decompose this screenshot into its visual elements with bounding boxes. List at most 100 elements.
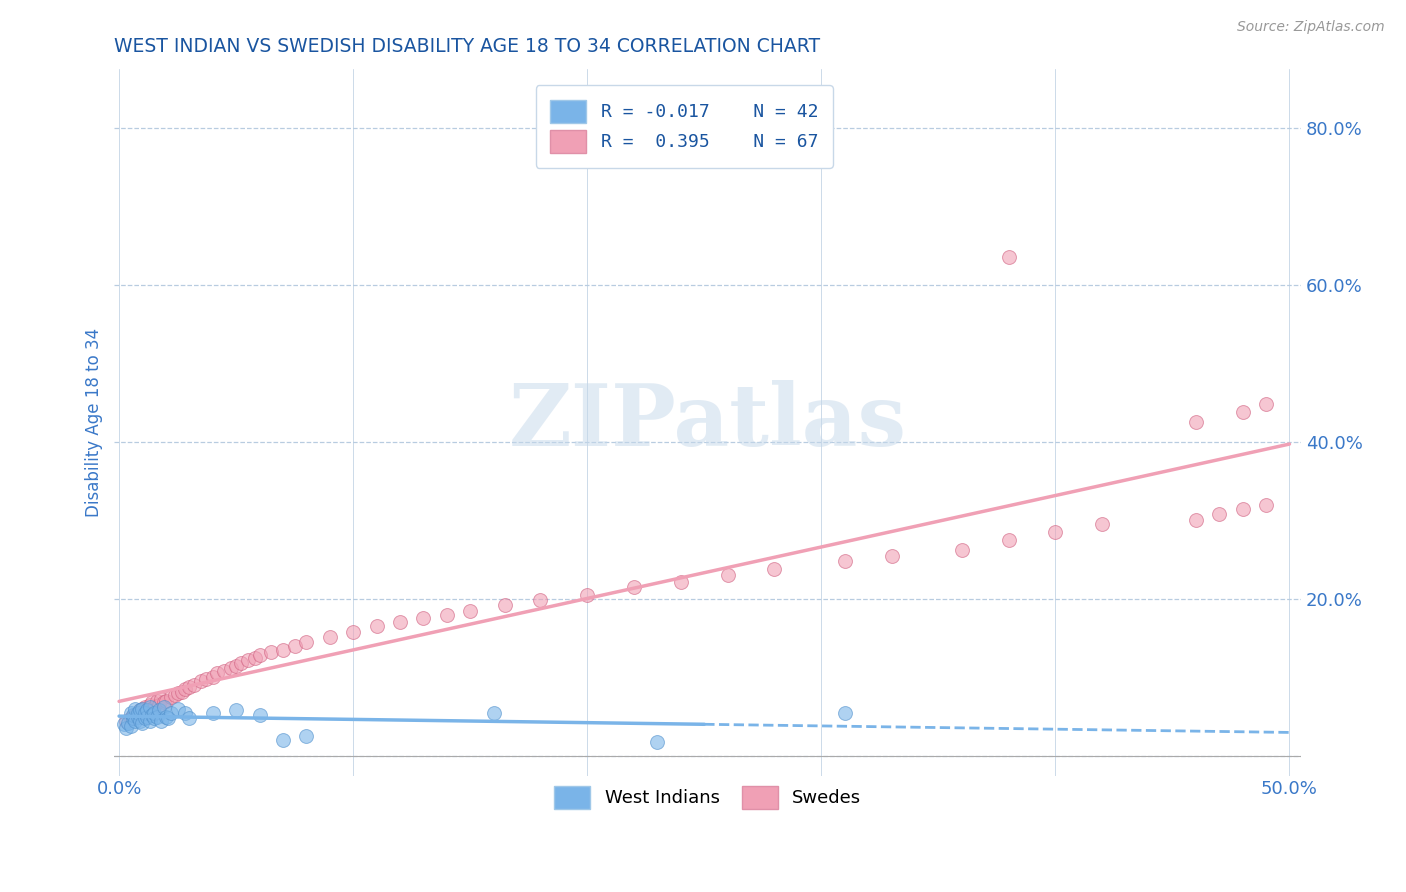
Point <box>138 700 160 714</box>
Point <box>172 684 194 698</box>
Point <box>141 696 163 710</box>
Point <box>122 711 145 725</box>
Point <box>236 653 259 667</box>
Point <box>388 615 411 630</box>
Point <box>1232 405 1254 419</box>
Point <box>229 657 252 671</box>
Y-axis label: Disability Age 18 to 34: Disability Age 18 to 34 <box>86 327 103 516</box>
Point <box>124 702 146 716</box>
Point <box>127 706 149 720</box>
Point <box>494 598 516 612</box>
Point <box>1045 525 1067 540</box>
Point <box>179 711 201 725</box>
Point <box>145 694 167 708</box>
Point <box>271 643 294 657</box>
Point <box>129 703 152 717</box>
Point <box>127 709 149 723</box>
Point <box>122 709 145 723</box>
Point <box>165 688 187 702</box>
Text: ZIPatlas: ZIPatlas <box>509 380 907 464</box>
Point <box>152 700 174 714</box>
Point <box>1254 498 1277 512</box>
Point <box>190 674 212 689</box>
Point <box>134 700 156 714</box>
Point <box>1208 507 1230 521</box>
Point <box>131 715 153 730</box>
Point <box>166 686 188 700</box>
Point <box>143 706 166 720</box>
Point <box>120 719 142 733</box>
Point <box>115 722 138 736</box>
Point <box>880 549 903 563</box>
Point <box>647 735 669 749</box>
Point <box>249 708 271 723</box>
Point <box>129 714 152 728</box>
Point <box>319 630 342 644</box>
Point <box>145 709 167 723</box>
Point <box>997 533 1019 547</box>
Point <box>136 703 159 717</box>
Point <box>148 703 170 717</box>
Point <box>131 702 153 716</box>
Point <box>159 690 181 704</box>
Point <box>131 702 153 716</box>
Point <box>834 706 856 720</box>
Point <box>763 562 786 576</box>
Point <box>458 604 481 618</box>
Point <box>134 706 156 720</box>
Point <box>717 568 740 582</box>
Point <box>127 706 149 720</box>
Point <box>150 692 173 706</box>
Point <box>120 706 142 720</box>
Point <box>136 703 159 717</box>
Point <box>482 706 505 720</box>
Point <box>950 543 973 558</box>
Point <box>120 711 142 725</box>
Point <box>155 694 177 708</box>
Point <box>138 698 160 712</box>
Point <box>295 635 318 649</box>
Point <box>207 666 229 681</box>
Point <box>159 706 181 720</box>
Point <box>669 574 692 589</box>
Point <box>366 619 388 633</box>
Point <box>150 714 173 728</box>
Point <box>1254 397 1277 411</box>
Point <box>243 650 266 665</box>
Point <box>576 588 599 602</box>
Point <box>1232 501 1254 516</box>
Point <box>115 714 138 728</box>
Point <box>342 624 364 639</box>
Point <box>179 680 201 694</box>
Point <box>1185 513 1208 527</box>
Point <box>529 593 551 607</box>
Point <box>143 700 166 714</box>
Point <box>129 703 152 717</box>
Point <box>141 708 163 723</box>
Point <box>271 733 294 747</box>
Point <box>834 554 856 568</box>
Point <box>1091 517 1114 532</box>
Point <box>166 702 188 716</box>
Point <box>183 678 205 692</box>
Point <box>1185 415 1208 429</box>
Point <box>138 714 160 728</box>
Point <box>124 708 146 723</box>
Point <box>157 711 180 725</box>
Point <box>112 717 135 731</box>
Point <box>152 696 174 710</box>
Point <box>134 711 156 725</box>
Point <box>225 703 247 717</box>
Point <box>249 648 271 663</box>
Point <box>623 580 645 594</box>
Point <box>173 682 195 697</box>
Point <box>260 645 283 659</box>
Point <box>194 672 217 686</box>
Point <box>122 708 145 723</box>
Point <box>155 709 177 723</box>
Text: WEST INDIAN VS SWEDISH DISABILITY AGE 18 TO 34 CORRELATION CHART: WEST INDIAN VS SWEDISH DISABILITY AGE 18… <box>114 37 821 56</box>
Point <box>117 715 139 730</box>
Text: Source: ZipAtlas.com: Source: ZipAtlas.com <box>1237 20 1385 34</box>
Point <box>295 729 318 743</box>
Point <box>143 711 166 725</box>
